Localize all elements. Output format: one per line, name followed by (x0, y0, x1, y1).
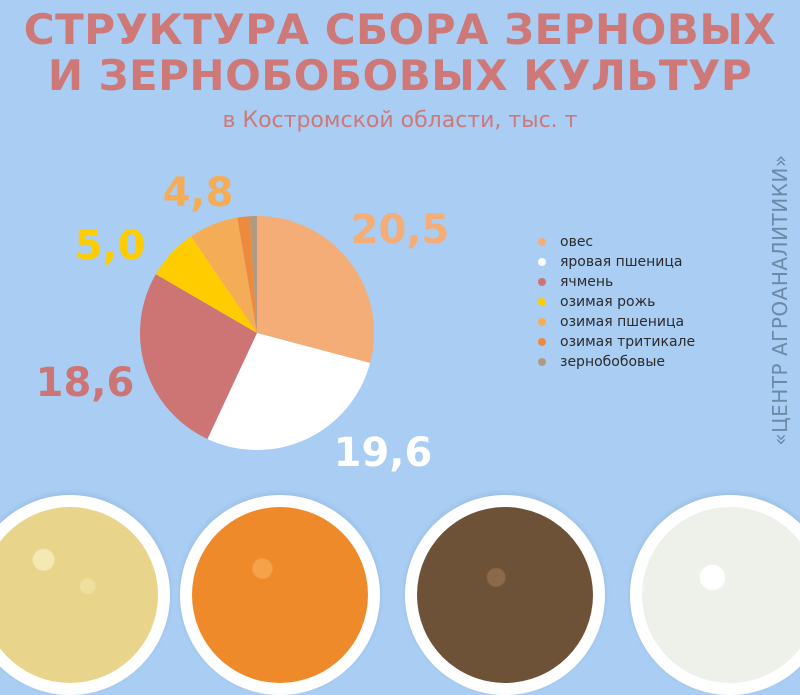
legend-item: озимая пшеница (538, 312, 695, 332)
pie-data-label-5: 4,8 (163, 170, 234, 216)
chart-title-line-1: СТРУКТУРА СБОРА ЗЕРНОВЫХ (23, 5, 777, 54)
chart-legend: овес яровая пшеница ячмень озимая рожь озима… (538, 232, 695, 372)
pie-data-label-3: 18,6 (36, 360, 135, 406)
legend-label: зернобобовые (560, 354, 665, 370)
pie-data-label-4: 5,0 (75, 223, 146, 269)
pie-slice-2 (207, 333, 371, 450)
pie-slice-1 (257, 216, 374, 363)
pie-slice-4 (155, 236, 257, 333)
legend-label: яровая пшеница (560, 254, 683, 270)
legend-item: ячмень (538, 272, 695, 292)
legend-swatch (538, 298, 546, 306)
legend-label: озимая рожь (560, 294, 656, 310)
legend-swatch (538, 338, 546, 346)
legend-item: яровая пшеница (538, 252, 695, 272)
chart-title-line-2: И ЗЕРНОБОБОВЫХ КУЛЬТУР (47, 51, 753, 100)
legend-swatch (538, 318, 546, 326)
legend-swatch (538, 258, 546, 266)
legend-item: озимая тритикале (538, 332, 695, 352)
legend-swatch (538, 278, 546, 286)
buckwheat-bowl-icon (405, 495, 605, 695)
pie-data-label-1: 20,5 (351, 207, 450, 253)
legend-swatch (538, 238, 546, 246)
pie-slice-5 (191, 217, 257, 333)
legend-item: зернобобовые (538, 352, 695, 372)
pie-data-labels: 20,5 19,6 18,6 5,0 4,8 (36, 170, 450, 476)
pie-slice-6 (237, 216, 257, 333)
chart-subtitle: в Костромской области, тыс. т (222, 108, 578, 133)
red-lentils-bowl-icon (180, 495, 380, 695)
pie-chart: 20,5 19,6 18,6 5,0 4,8 (36, 170, 450, 476)
pie-slice-3 (140, 274, 257, 439)
legend-item: озимая рожь (538, 292, 695, 312)
legend-label: озимая тритикале (560, 334, 696, 350)
legend-label: озимая пшеница (560, 314, 685, 330)
legend-swatch (538, 358, 546, 366)
pie-slice-7 (249, 216, 257, 333)
legend-label: ячмень (560, 274, 614, 290)
legend-label: овес (560, 234, 594, 250)
legend-item: овес (538, 232, 695, 252)
pie-slices (140, 216, 374, 450)
pie-data-label-2: 19,6 (334, 430, 433, 476)
